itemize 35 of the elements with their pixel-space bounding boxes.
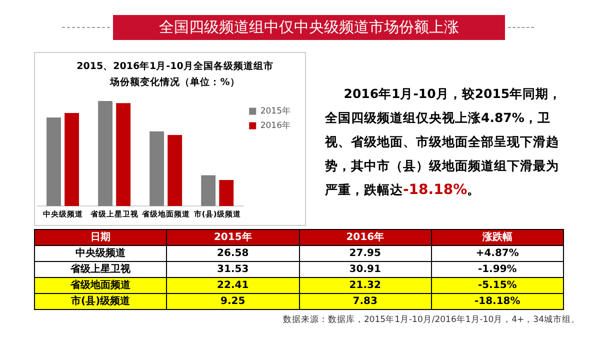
source-note: 数据来源：数据库，2015年1月-10月/2016年1月-10月，4+，34城市组。 — [282, 314, 580, 326]
bar — [168, 135, 182, 206]
text: 2016年 — [299, 230, 432, 246]
text: 省级地面频道 — [34, 278, 167, 294]
text: 30.91 — [299, 262, 432, 278]
text: 市(县)级频道 — [34, 294, 167, 310]
bar — [116, 103, 131, 206]
text: 全国四级频道组中仅中央级频道市场份额上涨 — [113, 15, 505, 40]
text: 31.53 — [166, 262, 299, 278]
text: 26.58 — [166, 246, 299, 262]
bar — [64, 112, 79, 206]
text: -18.18% — [431, 294, 564, 310]
chart-title: 2015、2016年1月-10月全国各级频道组市场份额变化情况（单位：%） — [76, 60, 274, 90]
bar — [150, 131, 164, 206]
text: 9.25 — [166, 294, 299, 310]
text: -18.18% — [403, 182, 468, 198]
text: 22.41 — [166, 278, 299, 294]
text: 日期 — [34, 230, 167, 246]
text: 21.32 — [299, 278, 432, 294]
text: 2015年 — [166, 230, 299, 246]
text: -1.99% — [431, 262, 564, 278]
text: -5.15% — [431, 278, 564, 294]
text: 中央级频道 — [34, 246, 167, 262]
text: 涨跌幅 — [431, 230, 564, 246]
bar — [46, 117, 61, 206]
text: 27.95 — [299, 246, 432, 262]
text: 省级上星卫视 — [34, 262, 167, 278]
bar — [98, 101, 112, 206]
text: +4.87% — [431, 246, 564, 262]
bar — [201, 175, 216, 206]
legend-label: 2016年 — [260, 120, 292, 131]
legend-label: 2015年 — [260, 105, 292, 116]
bar — [219, 180, 234, 206]
text: 。 — [467, 182, 480, 197]
text: 7.83 — [299, 294, 432, 310]
